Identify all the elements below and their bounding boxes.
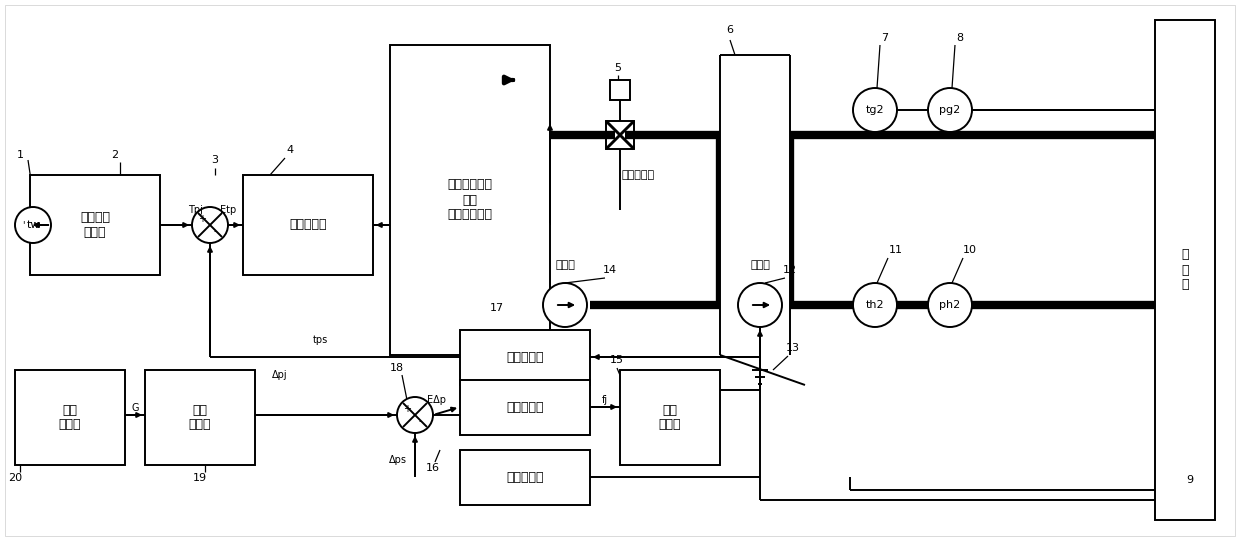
Text: 二网泵: 二网泵 xyxy=(750,260,770,270)
Text: ': ' xyxy=(22,220,25,230)
Circle shape xyxy=(928,88,972,132)
Text: EΔp: EΔp xyxy=(428,395,446,405)
Circle shape xyxy=(853,88,897,132)
Text: tps: tps xyxy=(312,335,327,345)
Bar xyxy=(15,370,125,465)
Text: 一网泵: 一网泵 xyxy=(556,260,575,270)
Text: 二网
变频器: 二网 变频器 xyxy=(658,404,681,432)
Text: 7: 7 xyxy=(882,33,889,43)
Text: 压差转换器: 压差转换器 xyxy=(506,471,544,484)
Circle shape xyxy=(543,283,587,327)
Text: pg2: pg2 xyxy=(940,105,961,115)
Text: +: + xyxy=(198,214,206,224)
Text: fj: fj xyxy=(601,395,608,405)
Text: 2: 2 xyxy=(112,150,119,160)
Text: 14: 14 xyxy=(603,265,618,275)
Text: 10: 10 xyxy=(963,245,977,255)
Bar xyxy=(610,80,630,100)
Text: 15: 15 xyxy=(610,355,624,365)
Text: 4: 4 xyxy=(286,145,294,155)
Bar xyxy=(620,370,720,465)
Text: 12: 12 xyxy=(782,265,797,275)
Text: 温度调控器: 温度调控器 xyxy=(289,219,327,232)
Text: ph2: ph2 xyxy=(940,300,961,310)
Text: Tpj: Tpj xyxy=(187,205,202,215)
Circle shape xyxy=(192,207,228,243)
Text: 电动三通阀: 电动三通阀 xyxy=(622,170,655,180)
Bar xyxy=(1154,20,1215,520)
Bar xyxy=(145,370,255,465)
Text: 11: 11 xyxy=(889,245,903,255)
Text: th2: th2 xyxy=(866,300,884,310)
Text: tw: tw xyxy=(26,220,40,230)
Text: 平均温度
生成器: 平均温度 生成器 xyxy=(81,211,110,239)
Bar xyxy=(460,330,590,385)
Text: Etp: Etp xyxy=(219,205,236,215)
Text: 压差调控器: 压差调控器 xyxy=(506,401,544,414)
Text: -: - xyxy=(213,226,217,236)
Bar xyxy=(243,175,373,275)
Bar xyxy=(460,450,590,505)
Text: 18: 18 xyxy=(389,363,404,373)
Text: +: + xyxy=(403,404,410,414)
Text: 16: 16 xyxy=(427,463,440,473)
Text: 5: 5 xyxy=(615,63,621,73)
Text: 20: 20 xyxy=(7,473,22,483)
Bar xyxy=(460,380,590,435)
Text: 13: 13 xyxy=(786,343,800,353)
Circle shape xyxy=(15,207,51,243)
Text: 9: 9 xyxy=(1187,475,1194,485)
Text: 8: 8 xyxy=(956,33,963,43)
Circle shape xyxy=(928,283,972,327)
Text: 採
用
户: 採 用 户 xyxy=(1182,248,1189,292)
Text: 温度转换器: 温度转换器 xyxy=(506,351,544,364)
Text: 压差
生成器: 压差 生成器 xyxy=(188,404,211,432)
Bar xyxy=(606,121,634,149)
Bar xyxy=(391,45,551,355)
Circle shape xyxy=(397,397,433,433)
Text: Δpj: Δpj xyxy=(273,370,288,380)
Text: 19: 19 xyxy=(193,473,207,483)
Text: -: - xyxy=(418,416,422,426)
Text: 流量
生成器: 流量 生成器 xyxy=(58,404,82,432)
Text: G: G xyxy=(131,403,139,413)
Text: 1: 1 xyxy=(16,150,24,160)
Circle shape xyxy=(853,283,897,327)
Text: 17: 17 xyxy=(490,303,505,313)
Text: tg2: tg2 xyxy=(866,105,884,115)
Text: 集中供热一网
或是
区域供热锅炉: 集中供热一网 或是 区域供热锅炉 xyxy=(448,179,492,221)
Polygon shape xyxy=(720,55,790,385)
Bar xyxy=(30,175,160,275)
Text: 6: 6 xyxy=(727,25,734,35)
Text: 3: 3 xyxy=(212,155,218,165)
Text: Δps: Δps xyxy=(389,455,407,465)
Circle shape xyxy=(738,283,782,327)
